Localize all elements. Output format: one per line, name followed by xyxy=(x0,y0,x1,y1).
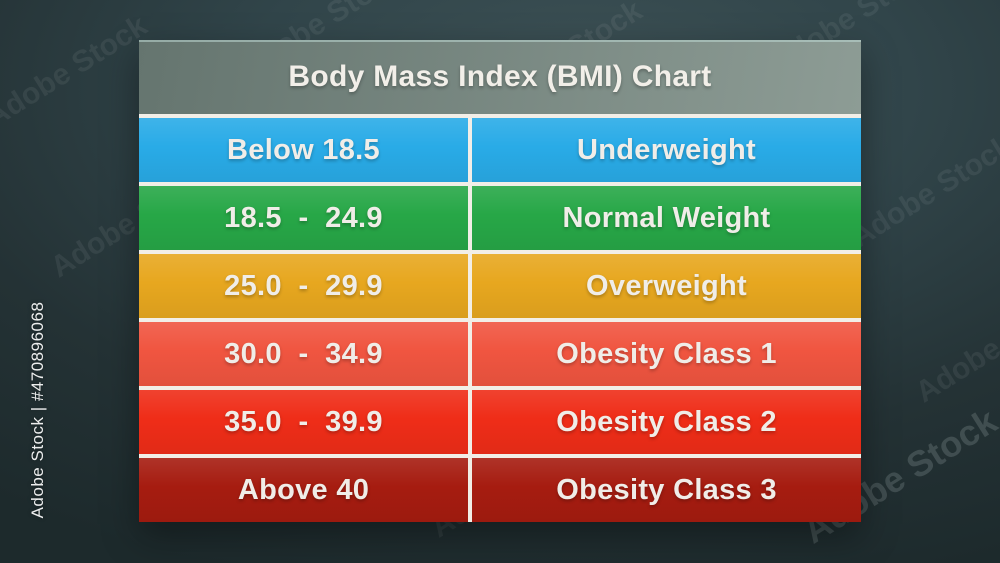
bmi-range-cell: 18.5 - 24.9 xyxy=(139,186,468,250)
bmi-range-cell: 30.0 - 34.9 xyxy=(139,322,468,386)
bmi-category-cell: Obesity Class 1 xyxy=(472,322,861,386)
watermark-text: Adobe Stock xyxy=(0,9,153,135)
bmi-range-cell: Above 40 xyxy=(139,458,468,522)
bmi-range-cell: 25.0 - 29.9 xyxy=(139,254,468,318)
bmi-category-cell: Obesity Class 2 xyxy=(472,390,861,454)
bmi-category-cell: Underweight xyxy=(472,118,861,182)
chart-title: Body Mass Index (BMI) Chart xyxy=(288,60,712,93)
bmi-category-cell: Normal Weight xyxy=(472,186,861,250)
bmi-category-cell: Obesity Class 3 xyxy=(472,458,861,522)
watermark-text: Adobe Stock xyxy=(844,129,1000,255)
bmi-range-cell: 35.0 - 39.9 xyxy=(139,390,468,454)
table-row: Below 18.5 Underweight xyxy=(139,118,861,182)
stock-credit-watermark: Adobe Stock | #470896068 xyxy=(28,301,47,519)
table-row: 18.5 - 24.9 Normal Weight xyxy=(139,186,861,250)
table-row: 25.0 - 29.9 Overweight xyxy=(139,254,861,318)
bmi-category-cell: Overweight xyxy=(472,254,861,318)
bmi-range-cell: Below 18.5 xyxy=(139,118,468,182)
watermark-text: Adobe Stock xyxy=(909,284,1000,410)
table-row: Above 40 Obesity Class 3 xyxy=(139,458,861,522)
bmi-chart-card: Body Mass Index (BMI) Chart Below 18.5 U… xyxy=(139,40,861,522)
table-row: 35.0 - 39.9 Obesity Class 2 xyxy=(139,390,861,454)
table-row: 30.0 - 34.9 Obesity Class 1 xyxy=(139,322,861,386)
bmi-chart-header: Body Mass Index (BMI) Chart xyxy=(139,40,861,114)
